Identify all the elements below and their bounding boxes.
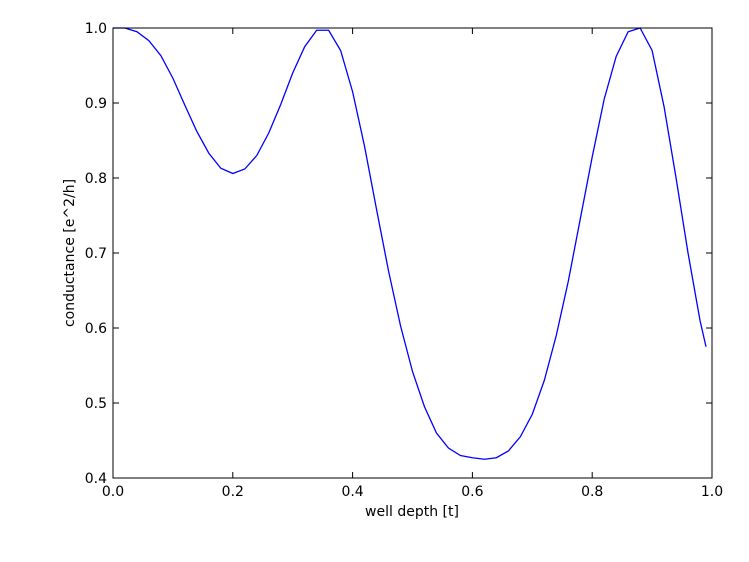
y-tick-label: 0.6 xyxy=(85,321,107,337)
y-tick-label: 0.9 xyxy=(85,96,107,112)
x-tick-label: 1.0 xyxy=(701,484,723,500)
y-tick-label: 0.8 xyxy=(85,171,107,187)
x-tick-label: 0.8 xyxy=(581,484,603,500)
x-tick-label: 0.4 xyxy=(341,484,363,500)
y-tick-label: 0.4 xyxy=(85,471,107,487)
plot-frame xyxy=(112,27,713,479)
x-axis-label: well depth [t] xyxy=(365,504,459,520)
y-tick-label: 0.7 xyxy=(85,246,107,262)
x-tick-label: 0.6 xyxy=(461,484,483,500)
x-tick-label: 0.0 xyxy=(102,484,124,500)
y-axis-label: conductance [e^2/h] xyxy=(62,179,78,327)
y-tick-label: 1.0 xyxy=(85,21,107,37)
x-tick-label: 0.2 xyxy=(222,484,244,500)
data-line xyxy=(113,27,707,460)
y-tick-label: 0.5 xyxy=(85,396,107,412)
